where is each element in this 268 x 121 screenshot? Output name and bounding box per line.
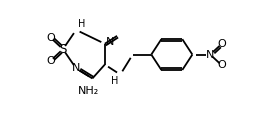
Text: NH₂: NH₂ <box>78 87 99 96</box>
Text: N: N <box>106 37 114 47</box>
Text: N: N <box>72 63 80 73</box>
Text: S: S <box>59 43 67 56</box>
Text: O: O <box>46 56 55 66</box>
Text: H: H <box>111 76 118 86</box>
Text: O: O <box>217 60 226 70</box>
Text: H: H <box>78 19 85 29</box>
Text: O: O <box>46 33 55 43</box>
Text: N: N <box>206 50 214 60</box>
Text: O: O <box>217 39 226 49</box>
